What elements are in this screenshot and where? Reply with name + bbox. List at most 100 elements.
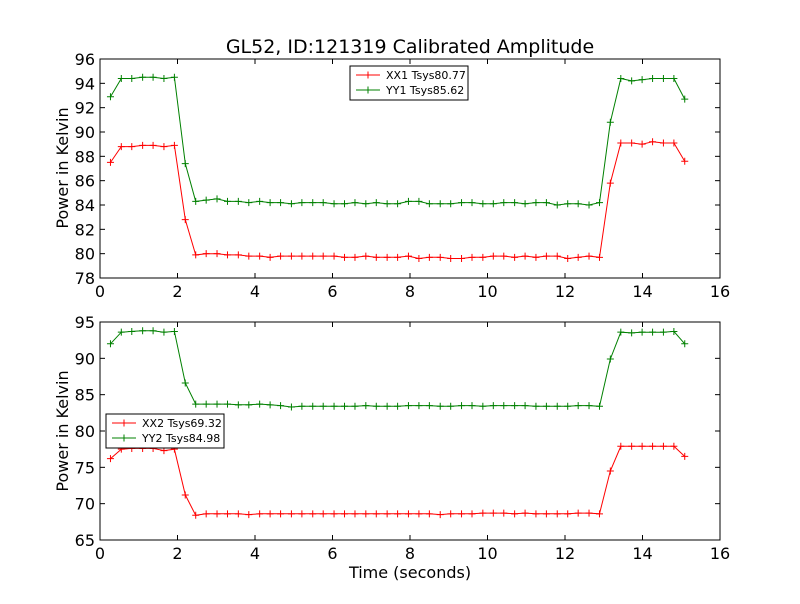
- top-data-point: [192, 197, 200, 205]
- bottom-data-point: [266, 401, 274, 409]
- bottom-data-point: [149, 327, 157, 335]
- top-data-point: [564, 200, 572, 208]
- bottom-data-point: [425, 510, 433, 518]
- bottom-ylabel: Power in Kelvin: [53, 370, 72, 491]
- bottom-data-point: [106, 455, 114, 463]
- bottom-data-point: [298, 402, 306, 410]
- top-data-point: [160, 74, 168, 82]
- bottom-data-point: [659, 328, 667, 336]
- top-data-point: [425, 200, 433, 208]
- bottom-data-point: [585, 402, 593, 410]
- bottom-xtick-label: 6: [327, 544, 337, 563]
- bottom-data-point: [532, 510, 540, 518]
- top-ytick-label: 82: [75, 220, 95, 239]
- top-data-point: [394, 200, 402, 208]
- top-data-point: [128, 74, 136, 82]
- bottom-data-point: [117, 328, 125, 336]
- top-data-point: [617, 74, 625, 82]
- bottom-series-line-yy: [110, 330, 686, 408]
- top-data-point: [404, 252, 412, 260]
- bottom-data-point: [458, 402, 466, 410]
- top-data-point: [468, 253, 476, 261]
- bottom-data-point: [287, 403, 295, 411]
- top-data-point: [595, 199, 603, 207]
- bottom-data-point: [585, 509, 593, 517]
- top-data-point: [277, 199, 285, 207]
- top-data-point: [330, 252, 338, 260]
- top-data-point: [681, 157, 689, 165]
- top-data-point: [266, 199, 274, 207]
- bottom-data-point: [447, 402, 455, 410]
- top-data-point: [553, 201, 561, 209]
- top-data-point: [223, 197, 231, 205]
- top-data-point: [128, 143, 136, 151]
- top-data-point: [606, 118, 614, 126]
- top-data-point: [659, 139, 667, 147]
- bottom-data-point: [542, 510, 550, 518]
- bottom-data-point: [160, 328, 168, 336]
- top-data-point: [585, 201, 593, 209]
- top-data-point: [277, 252, 285, 260]
- bottom-xtick-label: 8: [405, 544, 415, 563]
- bottom-data-point: [553, 402, 561, 410]
- bottom-data-point: [181, 491, 189, 499]
- top-data-point: [309, 199, 317, 207]
- bottom-data-point: [447, 510, 455, 518]
- bottom-data-point: [681, 452, 689, 460]
- bottom-legend-marker: [120, 419, 128, 427]
- bottom-data-point: [574, 402, 582, 410]
- top-data-point: [202, 196, 210, 204]
- top-data-point: [415, 197, 423, 205]
- bottom-data-point: [659, 442, 667, 450]
- top-data-point: [139, 141, 147, 149]
- top-data-point: [383, 200, 391, 208]
- top-ytick-label: 78: [75, 269, 95, 288]
- top-data-point: [542, 199, 550, 207]
- top-data-point: [489, 252, 497, 260]
- top-xtick-label: 0: [95, 282, 105, 301]
- top-subplot: Power in Kelvin 0 2 4 6 8 10 12 14 16 78 80 82 84 86 8…: [53, 50, 730, 301]
- bottom-data-point: [606, 467, 614, 475]
- top-data-point: [425, 253, 433, 261]
- top-data-point: [595, 253, 603, 261]
- bottom-xtick-label: 4: [250, 544, 260, 563]
- bottom-xtick-label: 2: [172, 544, 182, 563]
- top-data-point: [458, 255, 466, 263]
- bottom-xtick-label: 12: [555, 544, 575, 563]
- top-data-point: [681, 95, 689, 103]
- top-data-point: [341, 200, 349, 208]
- bottom-xtick-label: 14: [632, 544, 652, 563]
- bottom-data-point: [595, 510, 603, 518]
- bottom-data-point: [287, 510, 295, 518]
- bottom-data-point: [670, 327, 678, 335]
- top-data-point: [341, 253, 349, 261]
- top-data-point: [106, 158, 114, 166]
- top-data-point: [287, 252, 295, 260]
- bottom-legend-marker: [120, 434, 128, 442]
- bottom-data-point: [479, 402, 487, 410]
- bottom-data-point: [436, 511, 444, 519]
- top-data-point: [298, 252, 306, 260]
- bottom-data-point: [638, 328, 646, 336]
- bottom-ytick-label: 75: [75, 458, 95, 477]
- bottom-data-point: [372, 402, 380, 410]
- bottom-data-point: [415, 510, 423, 518]
- bottom-data-point: [564, 510, 572, 518]
- bottom-data-point: [223, 400, 231, 408]
- top-xtick-label: 2: [172, 282, 182, 301]
- top-data-point: [383, 253, 391, 261]
- bottom-data-point: [277, 510, 285, 518]
- bottom-data-point: [532, 402, 540, 410]
- top-data-point: [394, 253, 402, 261]
- bottom-data-point: [521, 402, 529, 410]
- top-data-point: [649, 74, 657, 82]
- bottom-ytick-label: 95: [75, 313, 95, 332]
- top-legend-label: YY1 Tsys85.62: [385, 84, 464, 97]
- bottom-data-point: [192, 511, 200, 519]
- top-data-point: [553, 252, 561, 260]
- top-data-point: [436, 253, 444, 261]
- bottom-data-point: [564, 402, 572, 410]
- top-data-point: [202, 250, 210, 258]
- bottom-data-point: [479, 509, 487, 517]
- top-legend-box: [349, 65, 469, 101]
